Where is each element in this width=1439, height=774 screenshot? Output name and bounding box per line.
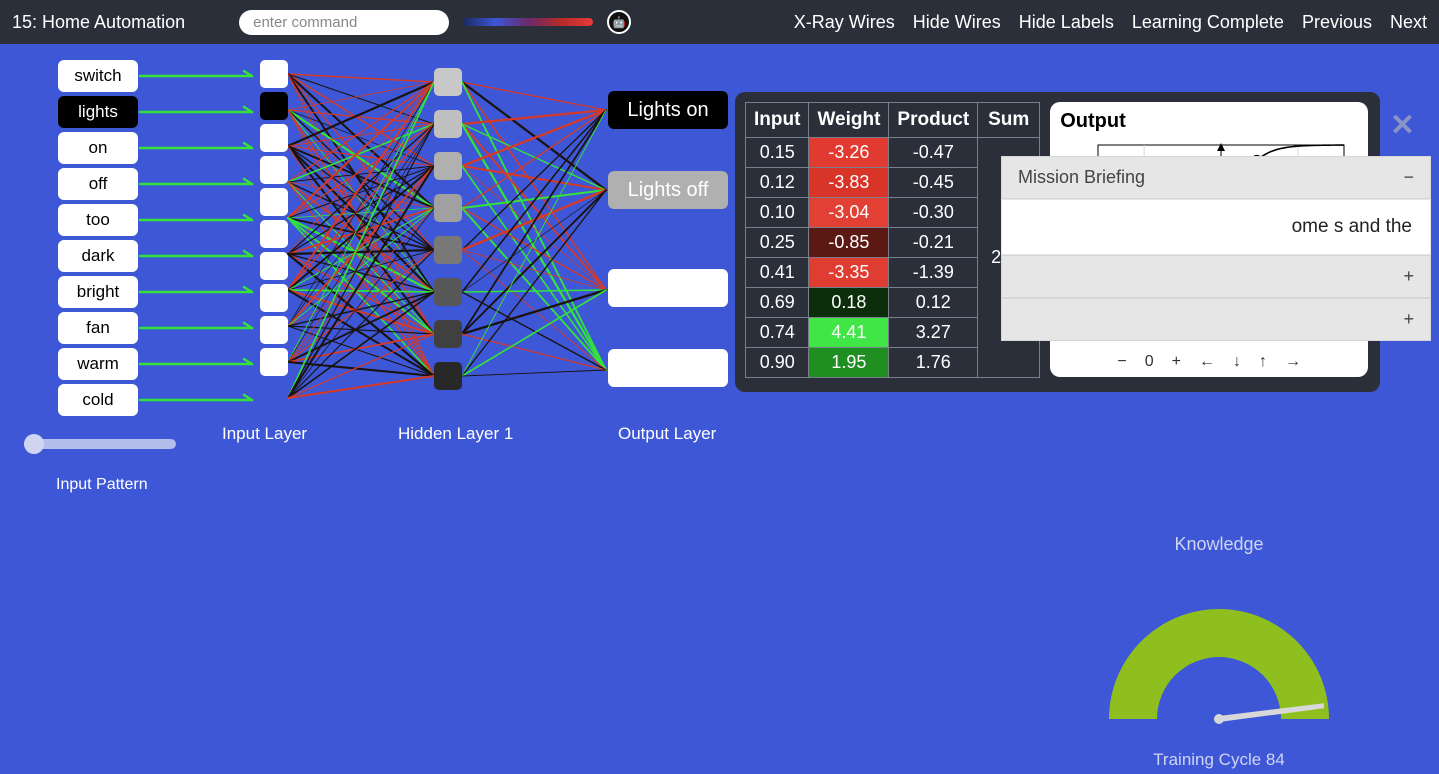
hidden-node-6[interactable]: [434, 320, 462, 348]
input-pattern-slider[interactable]: [24, 439, 176, 449]
word-fan[interactable]: fan: [58, 312, 138, 344]
input-node-6[interactable]: [260, 252, 288, 280]
plus-icon: +: [1403, 266, 1414, 287]
word-dark[interactable]: dark: [58, 240, 138, 272]
hidden-node-3[interactable]: [434, 194, 462, 222]
table-row: 0.15-3.26-0.472.33: [746, 138, 1040, 168]
ctrl-minus[interactable]: −: [1117, 353, 1126, 371]
mission-title: Mission Briefing: [1018, 167, 1145, 188]
command-input[interactable]: [239, 10, 449, 35]
hidden-node-4[interactable]: [434, 236, 462, 264]
output-3[interactable]: [608, 349, 728, 387]
sigmoid-controls: − 0 + ← ↓ ↑ →: [1060, 353, 1358, 371]
hidden-node-5[interactable]: [434, 278, 462, 306]
accordion-head-mission[interactable]: Mission Briefing −: [1001, 156, 1431, 199]
nav-next[interactable]: Next: [1390, 12, 1427, 33]
wire-color-legend: [463, 18, 593, 26]
word-bright[interactable]: bright: [58, 276, 138, 308]
hidden-nodes: [434, 68, 462, 390]
nav: X-Ray Wires Hide Wires Hide Labels Learn…: [794, 12, 1427, 33]
th-weight: Weight: [809, 103, 889, 138]
accordion: Mission Briefing − ome s and the + +: [1001, 156, 1431, 341]
word-on[interactable]: on: [58, 132, 138, 164]
topbar: 15: Home Automation 🤖 X-Ray Wires Hide W…: [0, 0, 1439, 44]
knowledge-title: Knowledge: [1089, 534, 1349, 555]
nav-xray[interactable]: X-Ray Wires: [794, 12, 895, 33]
knowledge-gauge: Knowledge Training Cycle 84: [1089, 534, 1349, 770]
ctrl-left[interactable]: ←: [1199, 353, 1215, 371]
word-warm[interactable]: warm: [58, 348, 138, 380]
word-cold[interactable]: cold: [58, 384, 138, 416]
input-node-8[interactable]: [260, 316, 288, 344]
ctrl-up[interactable]: ↑: [1259, 353, 1267, 371]
word-too[interactable]: too: [58, 204, 138, 236]
output-card-title: Output: [1060, 110, 1358, 133]
stage: switch lights on off too dark bright fan warm col…: [0, 44, 1439, 774]
input-node-3[interactable]: [260, 156, 288, 184]
nav-previous[interactable]: Previous: [1302, 12, 1372, 33]
word-switch[interactable]: switch: [58, 60, 138, 92]
input-nodes: [260, 60, 288, 376]
ctrl-right[interactable]: →: [1285, 353, 1301, 371]
ctrl-plus[interactable]: +: [1172, 353, 1181, 371]
slider-thumb[interactable]: [24, 434, 44, 454]
label-hidden-layer: Hidden Layer 1: [398, 424, 513, 444]
th-input: Input: [746, 103, 809, 138]
th-sum: Sum: [978, 103, 1040, 138]
hidden-node-7[interactable]: [434, 362, 462, 390]
mission-body-text: ome s and the: [1292, 216, 1412, 237]
training-cycle-label: Training Cycle 84: [1089, 750, 1349, 770]
hidden-node-0[interactable]: [434, 68, 462, 96]
input-node-0[interactable]: [260, 60, 288, 88]
label-output-layer: Output Layer: [618, 424, 716, 444]
input-node-1[interactable]: [260, 92, 288, 120]
output-1[interactable]: Lights off: [608, 171, 728, 209]
nav-learning-complete[interactable]: Learning Complete: [1132, 12, 1284, 33]
plus-icon: +: [1403, 309, 1414, 330]
hidden-node-1[interactable]: [434, 110, 462, 138]
input-node-5[interactable]: [260, 220, 288, 248]
word-column: switch lights on off too dark bright fan warm col…: [58, 60, 138, 416]
input-node-9[interactable]: [260, 348, 288, 376]
nav-hide-wires[interactable]: Hide Wires: [913, 12, 1001, 33]
accordion-head-3[interactable]: +: [1001, 298, 1431, 341]
output-0[interactable]: Lights on: [608, 91, 728, 129]
input-node-2[interactable]: [260, 124, 288, 152]
bot-icon[interactable]: 🤖: [607, 10, 631, 34]
word-off[interactable]: off: [58, 168, 138, 200]
ctrl-zero[interactable]: 0: [1145, 353, 1154, 371]
close-icon[interactable]: ✕: [1390, 108, 1415, 143]
accordion-head-2[interactable]: +: [1001, 255, 1431, 298]
minus-icon: −: [1403, 167, 1414, 188]
label-input-layer: Input Layer: [222, 424, 307, 444]
mission-body: ome s and the: [1001, 199, 1431, 255]
ctrl-down[interactable]: ↓: [1233, 353, 1241, 371]
weights-table: Input Weight Product Sum 0.15-3.26-0.472…: [745, 102, 1040, 378]
input-node-7[interactable]: [260, 284, 288, 312]
gauge-svg: [1089, 569, 1349, 739]
output-2[interactable]: [608, 269, 728, 307]
page-title: 15: Home Automation: [12, 12, 185, 33]
nav-hide-labels[interactable]: Hide Labels: [1019, 12, 1114, 33]
th-product: Product: [889, 103, 978, 138]
output-column: Lights on Lights off: [608, 91, 728, 429]
input-node-4[interactable]: [260, 188, 288, 216]
word-lights[interactable]: lights: [58, 96, 138, 128]
hidden-node-2[interactable]: [434, 152, 462, 180]
slider-label: Input Pattern: [56, 476, 148, 494]
